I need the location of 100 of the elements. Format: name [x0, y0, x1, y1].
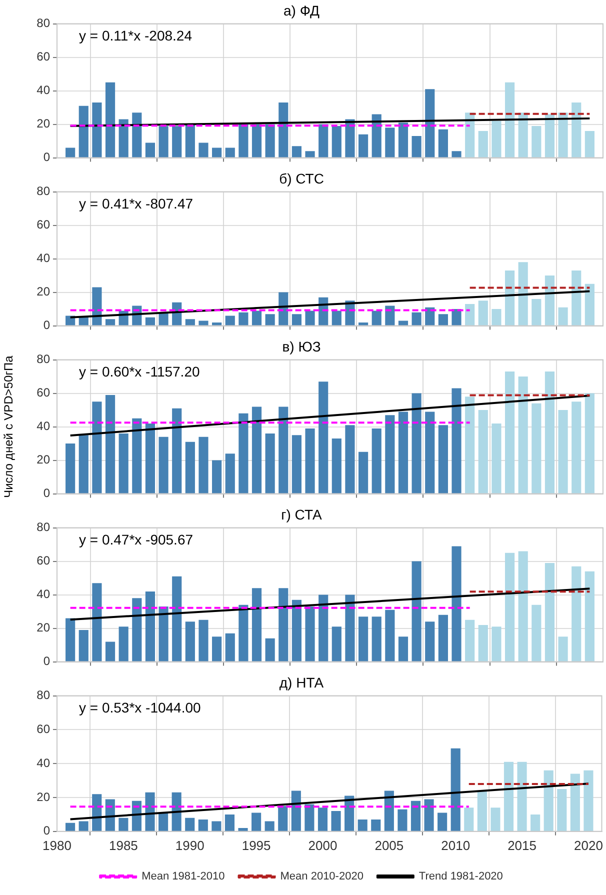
bar	[92, 583, 102, 662]
bar	[504, 270, 515, 326]
bar	[265, 314, 275, 326]
bar	[132, 418, 142, 494]
bar	[252, 406, 262, 494]
x-tick-label: 1995	[242, 838, 271, 853]
bar	[238, 124, 248, 158]
y-tick-label: 20	[36, 790, 50, 804]
bar	[425, 89, 435, 158]
y-tick-label: 40	[36, 587, 50, 602]
y-tick-label: 0	[43, 318, 50, 332]
bar	[544, 562, 555, 662]
bar	[118, 626, 128, 662]
bar	[345, 594, 355, 662]
bar	[438, 129, 448, 158]
bar	[132, 598, 142, 662]
bar	[318, 124, 328, 158]
y-tick-label: 40	[36, 83, 50, 98]
bar	[518, 262, 528, 326]
bar	[465, 620, 475, 662]
bar	[118, 818, 128, 831]
bar	[318, 382, 328, 494]
bar	[278, 588, 288, 662]
chart-title: а) ФД	[284, 2, 320, 18]
y-tick-label: 60	[36, 218, 50, 232]
bar	[358, 820, 368, 831]
bar	[371, 820, 381, 831]
bar	[465, 304, 475, 326]
bar	[185, 442, 195, 494]
bar	[572, 102, 582, 158]
bar	[584, 770, 594, 831]
bar	[292, 600, 302, 662]
y-tick-label: 20	[36, 116, 50, 131]
bar	[490, 808, 500, 831]
bar	[464, 808, 474, 831]
bar	[452, 309, 462, 326]
bar	[238, 413, 248, 494]
bar	[278, 102, 288, 158]
bar	[425, 412, 435, 494]
bar	[385, 610, 395, 662]
bar	[478, 624, 488, 662]
bar	[398, 809, 408, 831]
bar	[478, 410, 488, 494]
bar	[66, 822, 76, 831]
bar	[544, 372, 555, 494]
x-tick-label: 1990	[175, 838, 204, 853]
bar	[105, 394, 116, 494]
bar	[385, 128, 395, 158]
bar	[452, 388, 462, 494]
y-axis-title: Число дней с VPD>50гПа	[2, 355, 16, 498]
chart-title: д) НТА	[279, 674, 324, 690]
bar	[332, 626, 342, 662]
bar	[292, 314, 302, 326]
annotation: y = 0.47*x -905.67	[79, 532, 194, 548]
x-tick-label: 2005	[374, 838, 404, 853]
y-tick-label: 0	[43, 150, 50, 164]
bar	[452, 546, 462, 662]
bar	[412, 561, 422, 662]
bar	[358, 452, 368, 494]
y-tick-label: 20	[36, 452, 50, 467]
bar	[145, 142, 156, 158]
bar	[212, 322, 222, 326]
bar	[492, 309, 502, 326]
bar	[518, 112, 528, 158]
bar	[78, 317, 88, 326]
bar	[265, 434, 275, 494]
bar	[185, 124, 195, 158]
bar	[212, 636, 222, 662]
bar	[412, 393, 422, 494]
bar	[518, 376, 528, 494]
annotation: y = 0.41*x -807.47	[79, 196, 194, 212]
bar	[570, 774, 580, 831]
bar	[92, 102, 102, 158]
bar	[278, 406, 288, 494]
bar	[198, 820, 208, 831]
bar	[198, 620, 208, 662]
legend-label: Trend 1981-2020	[418, 870, 503, 883]
bar	[398, 412, 408, 494]
bar	[438, 614, 448, 662]
bar	[478, 131, 488, 158]
legend-label: Mean 1981-2010	[142, 870, 225, 883]
bar	[372, 114, 382, 158]
annotation: y = 0.11*x -208.24	[79, 28, 192, 44]
bar	[557, 789, 567, 831]
bar	[372, 616, 382, 662]
bar	[558, 307, 568, 326]
y-tick-label: 40	[36, 251, 50, 266]
bar	[558, 410, 568, 494]
bar	[358, 322, 368, 326]
bar	[158, 312, 168, 326]
bar	[145, 317, 156, 326]
bar	[465, 396, 475, 494]
bar	[225, 454, 235, 494]
bar	[265, 638, 275, 662]
bar	[304, 804, 314, 831]
bar	[572, 270, 582, 326]
x-tick-label: 2010	[441, 838, 470, 853]
bar	[132, 112, 142, 158]
y-tick-label: 80	[36, 688, 50, 702]
bar	[558, 636, 568, 662]
